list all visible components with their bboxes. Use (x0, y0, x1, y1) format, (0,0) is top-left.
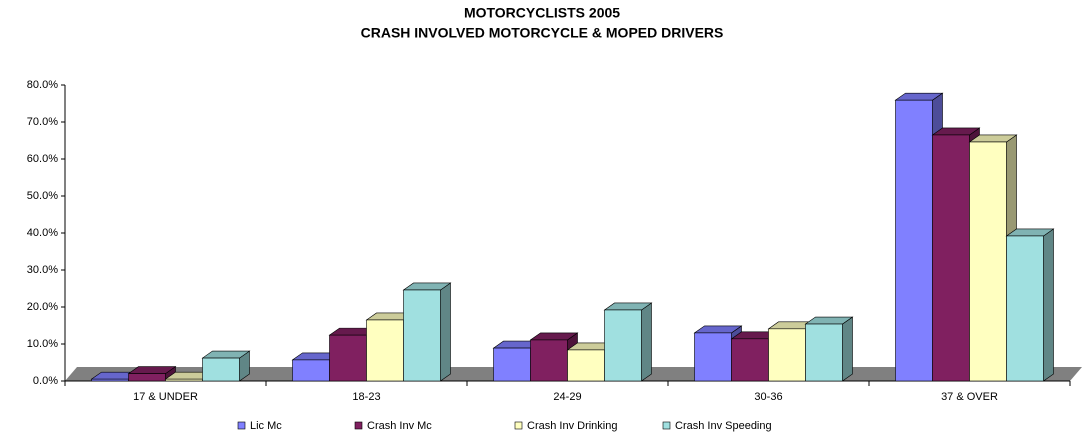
x-tick-label: 30-36 (754, 391, 782, 403)
bar (694, 332, 732, 382)
bar (1006, 235, 1044, 382)
bar (805, 323, 843, 382)
bar (530, 339, 568, 382)
bar (969, 141, 1007, 382)
legend-swatch (354, 421, 363, 430)
y-tick-label: 80.0% (27, 79, 58, 91)
y-tick-label: 0.0% (33, 375, 58, 387)
legend-label: Crash Inv Drinking (527, 420, 617, 432)
bar (403, 289, 441, 382)
legend-label: Crash Inv Speeding (675, 420, 772, 432)
chart-subtitle: CRASH INVOLVED MOTORCYCLE & MOPED DRIVER… (361, 25, 724, 41)
x-tick-label: 17 & UNDER (133, 391, 198, 403)
legend-label: Lic Mc (250, 420, 282, 432)
legend-label: Crash Inv Mc (367, 420, 432, 432)
bar (202, 357, 240, 382)
bar (128, 373, 166, 382)
chart-title: MOTORCYCLISTS 2005 (464, 5, 620, 21)
bar (91, 378, 129, 382)
bar-side (1043, 228, 1054, 382)
y-tick-label: 50.0% (27, 190, 58, 202)
bar (932, 134, 970, 382)
x-tick-label: 24-29 (553, 391, 581, 403)
bar (895, 99, 933, 382)
y-tick-label: 40.0% (27, 227, 58, 239)
bar-side (641, 302, 652, 382)
y-tick-label: 10.0% (27, 338, 58, 350)
bar (768, 328, 806, 382)
bar (731, 338, 769, 382)
bar (165, 378, 203, 382)
y-tick-label: 60.0% (27, 153, 58, 165)
bar (604, 309, 642, 382)
bar (366, 319, 404, 382)
x-tick-label: 18-23 (352, 391, 380, 403)
legend-swatch (662, 421, 671, 430)
bar (567, 349, 605, 382)
y-tick-label: 20.0% (27, 301, 58, 313)
legend-swatch (237, 421, 246, 430)
y-tick-label: 30.0% (27, 264, 58, 276)
bar-side (440, 282, 451, 382)
bar (329, 334, 367, 382)
x-tick-label: 37 & OVER (941, 391, 998, 403)
bar-side (842, 316, 853, 382)
legend-swatch (514, 421, 523, 430)
bar (493, 347, 531, 382)
y-tick-label: 70.0% (27, 116, 58, 128)
bar (292, 359, 330, 382)
